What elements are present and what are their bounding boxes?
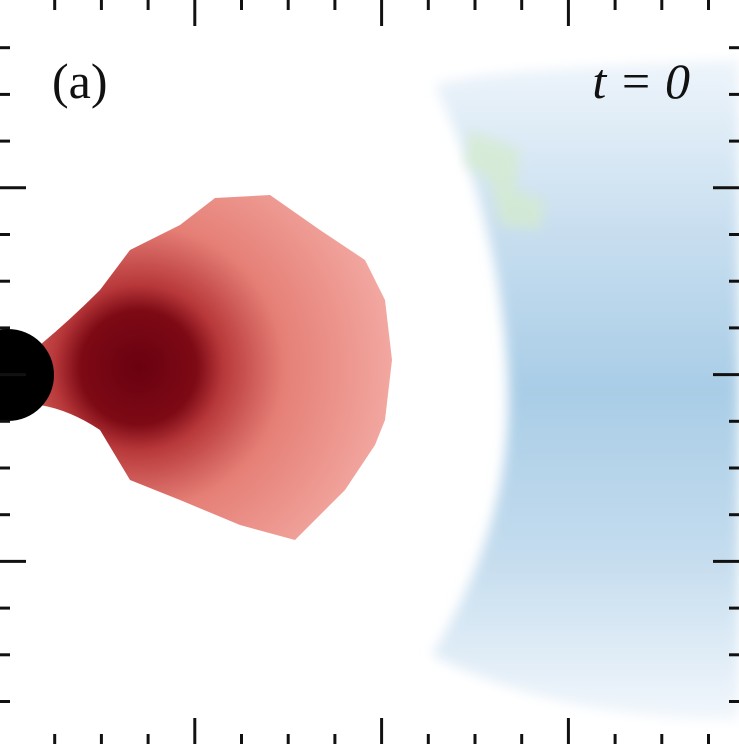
panel-label: (a) [52,53,108,109]
simulation-panel: (a) t = 0 [0,0,739,744]
page: (a) t = 0 (() => { const data = JSON.par… [0,0,739,744]
time-label: t = 0 [592,53,690,109]
red-region [40,195,392,540]
